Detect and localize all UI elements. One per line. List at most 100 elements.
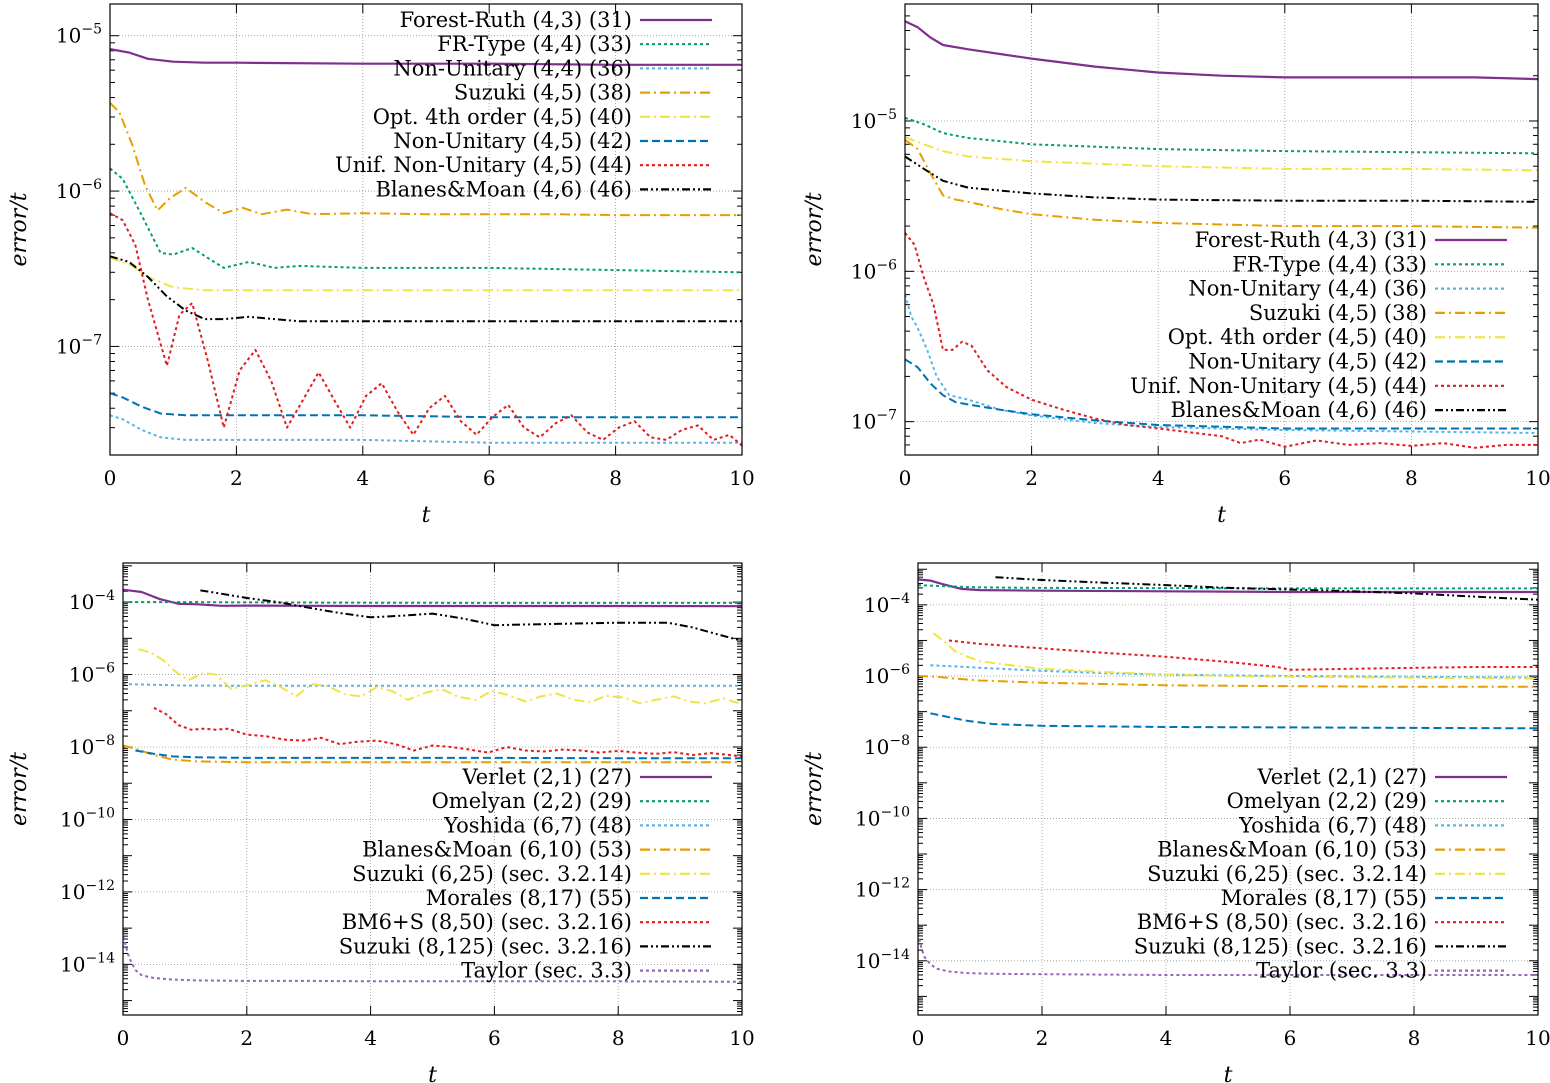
legend-label-9: Taylor (sec. 3.3) xyxy=(461,959,632,983)
legend-label-5: Opt. 4th order (4,5) (40) xyxy=(1168,325,1427,349)
legend: Forest-Ruth (4,3) (31)FR-Type (4,4) (33)… xyxy=(335,8,712,201)
legend-label-8: Suzuki (8,125) (sec. 3.2.16) xyxy=(339,934,632,958)
series-line-4 xyxy=(918,675,1538,688)
series-line-6 xyxy=(930,712,1538,730)
legend-label-8: Blanes&Moan (4,6) (46) xyxy=(375,177,632,201)
legend-label-6: Morales (8,17) (55) xyxy=(1221,886,1427,910)
legend-label-1: Forest-Ruth (4,3) (31) xyxy=(1195,228,1427,252)
legend-label-1: Forest-Ruth (4,3) (31) xyxy=(400,8,632,32)
plot-frame xyxy=(122,562,743,1016)
series-line-3 xyxy=(123,683,742,687)
y-axis-label: error/t xyxy=(802,752,827,826)
legend-label-2: FR-Type (4,4) (33) xyxy=(437,32,632,56)
series-line-8 xyxy=(905,155,1538,203)
y-tick-label: 10−14 xyxy=(60,950,115,976)
x-tick-label: 10 xyxy=(1525,1026,1550,1050)
series-line-5 xyxy=(932,632,1538,680)
legend-label-6: Non-Unitary (4,5) (42) xyxy=(1188,350,1427,374)
x-tick-label: 2 xyxy=(240,1026,253,1050)
x-tick-label: 6 xyxy=(488,1026,501,1050)
series-line-7 xyxy=(153,707,742,758)
y-axis-label: error/t xyxy=(802,192,827,266)
series-line-7 xyxy=(110,212,742,447)
x-tick-label: 8 xyxy=(1408,1026,1421,1050)
x-tick-label: 4 xyxy=(364,1026,377,1050)
legend: Forest-Ruth (4,3) (31)FR-Type (4,4) (33)… xyxy=(1130,228,1507,422)
chart-panel-4: 0 2 4 6 8 10 10−14 10−12 10−10 10−8 10−6 10−4 t error… xyxy=(802,562,1550,1083)
y-tick-label: 10−7 xyxy=(56,332,102,358)
series-line-5 xyxy=(905,136,1538,172)
legend-label-5: Suzuki (6,25) (sec. 3.2.14) xyxy=(1147,862,1427,886)
series-line-9 xyxy=(123,935,742,983)
series-line-6 xyxy=(905,358,1538,430)
series-line-1 xyxy=(918,578,1538,594)
x-tick-label: 2 xyxy=(230,466,243,490)
x-tick-label: 10 xyxy=(729,1026,754,1050)
y-tick-label: 10−6 xyxy=(851,257,897,283)
x-axis-label: t xyxy=(428,1063,437,1083)
y-tick-label: 10−10 xyxy=(855,804,910,830)
legend-label-1: Verlet (2,1) (27) xyxy=(1256,765,1427,789)
chart-panel-2: 0 2 4 6 8 10 10−7 10−6 10−5 t error/t Forest-Ruth (… xyxy=(802,3,1550,528)
legend-label-3: Non-Unitary (4,4) (36) xyxy=(1188,277,1427,301)
series-line-3 xyxy=(905,294,1538,434)
x-axis-label: t xyxy=(422,503,431,528)
plot-frame xyxy=(904,3,1539,456)
series-line-5 xyxy=(110,257,742,292)
legend-label-7: BM6+S (8,50) (sec. 3.2.16) xyxy=(1137,910,1427,934)
series-line-8 xyxy=(200,589,742,642)
series-line-8 xyxy=(995,576,1538,601)
series-line-4 xyxy=(123,744,742,764)
legend-label-6: Non-Unitary (4,5) (42) xyxy=(393,129,632,153)
y-tick-label: 10−6 xyxy=(69,661,115,687)
series-line-5 xyxy=(138,648,742,706)
legend-label-5: Suzuki (6,25) (sec. 3.2.14) xyxy=(352,862,632,886)
series-group xyxy=(918,576,1538,976)
legend-label-4: Suzuki (4,5) (38) xyxy=(454,81,632,105)
series-line-6 xyxy=(135,749,742,760)
series-line-1 xyxy=(110,48,742,66)
series-group xyxy=(123,588,742,983)
legend-label-3: Yoshida (6,7) (48) xyxy=(443,813,632,837)
series-line-7 xyxy=(948,639,1538,671)
x-tick-label: 4 xyxy=(1160,1026,1173,1050)
y-tick-label: 10−5 xyxy=(851,107,897,133)
x-tick-label: 10 xyxy=(729,466,754,490)
y-tick-label: 10−14 xyxy=(855,947,910,973)
series-group xyxy=(905,20,1538,449)
y-axis-label: error/t xyxy=(7,192,32,266)
x-tick-label: 10 xyxy=(1525,466,1550,490)
y-tick-label: 10−7 xyxy=(851,408,897,434)
y-tick-label: 10−4 xyxy=(864,591,910,617)
legend-label-7: Unif. Non-Unitary (4,5) (44) xyxy=(335,153,632,177)
x-tick-label: 6 xyxy=(1284,1026,1297,1050)
series-line-3 xyxy=(110,414,742,444)
y-tick-label: 10−6 xyxy=(864,662,910,688)
series-line-4 xyxy=(110,102,742,217)
legend-label-2: FR-Type (4,4) (33) xyxy=(1232,252,1427,276)
series-line-8 xyxy=(110,255,742,323)
chart-panel-3: 0 2 4 6 8 10 10−14 10−12 10−10 10−8 10−6 10−4 t error… xyxy=(7,562,755,1083)
series-line-6 xyxy=(110,392,742,419)
series-line-2 xyxy=(123,601,742,604)
legend: Verlet (2,1) (27)Omelyan (2,2) (29)Yoshi… xyxy=(1134,765,1507,983)
legend-label-8: Blanes&Moan (4,6) (46) xyxy=(1170,398,1427,422)
plot-frame xyxy=(917,562,1539,1016)
legend-label-3: Non-Unitary (4,4) (36) xyxy=(393,56,632,80)
y-tick-label: 10−8 xyxy=(864,733,910,759)
series-line-1 xyxy=(905,20,1538,81)
y-tick-label: 10−8 xyxy=(69,733,115,759)
x-tick-label: 6 xyxy=(483,466,496,490)
x-tick-label: 0 xyxy=(899,466,912,490)
legend-label-2: Omelyan (2,2) (29) xyxy=(1227,789,1427,813)
legend-label-4: Suzuki (4,5) (38) xyxy=(1249,301,1427,325)
legend-label-4: Blanes&Moan (6,10) (53) xyxy=(1157,838,1427,862)
x-tick-label: 0 xyxy=(912,1026,925,1050)
legend-label-2: Omelyan (2,2) (29) xyxy=(432,789,632,813)
x-axis-label: t xyxy=(1224,1063,1233,1083)
series-group xyxy=(110,48,742,447)
y-tick-label: 10−10 xyxy=(60,805,115,831)
x-tick-label: 4 xyxy=(1152,466,1165,490)
series-line-9 xyxy=(918,932,1538,976)
y-tick-label: 10−12 xyxy=(855,876,910,902)
